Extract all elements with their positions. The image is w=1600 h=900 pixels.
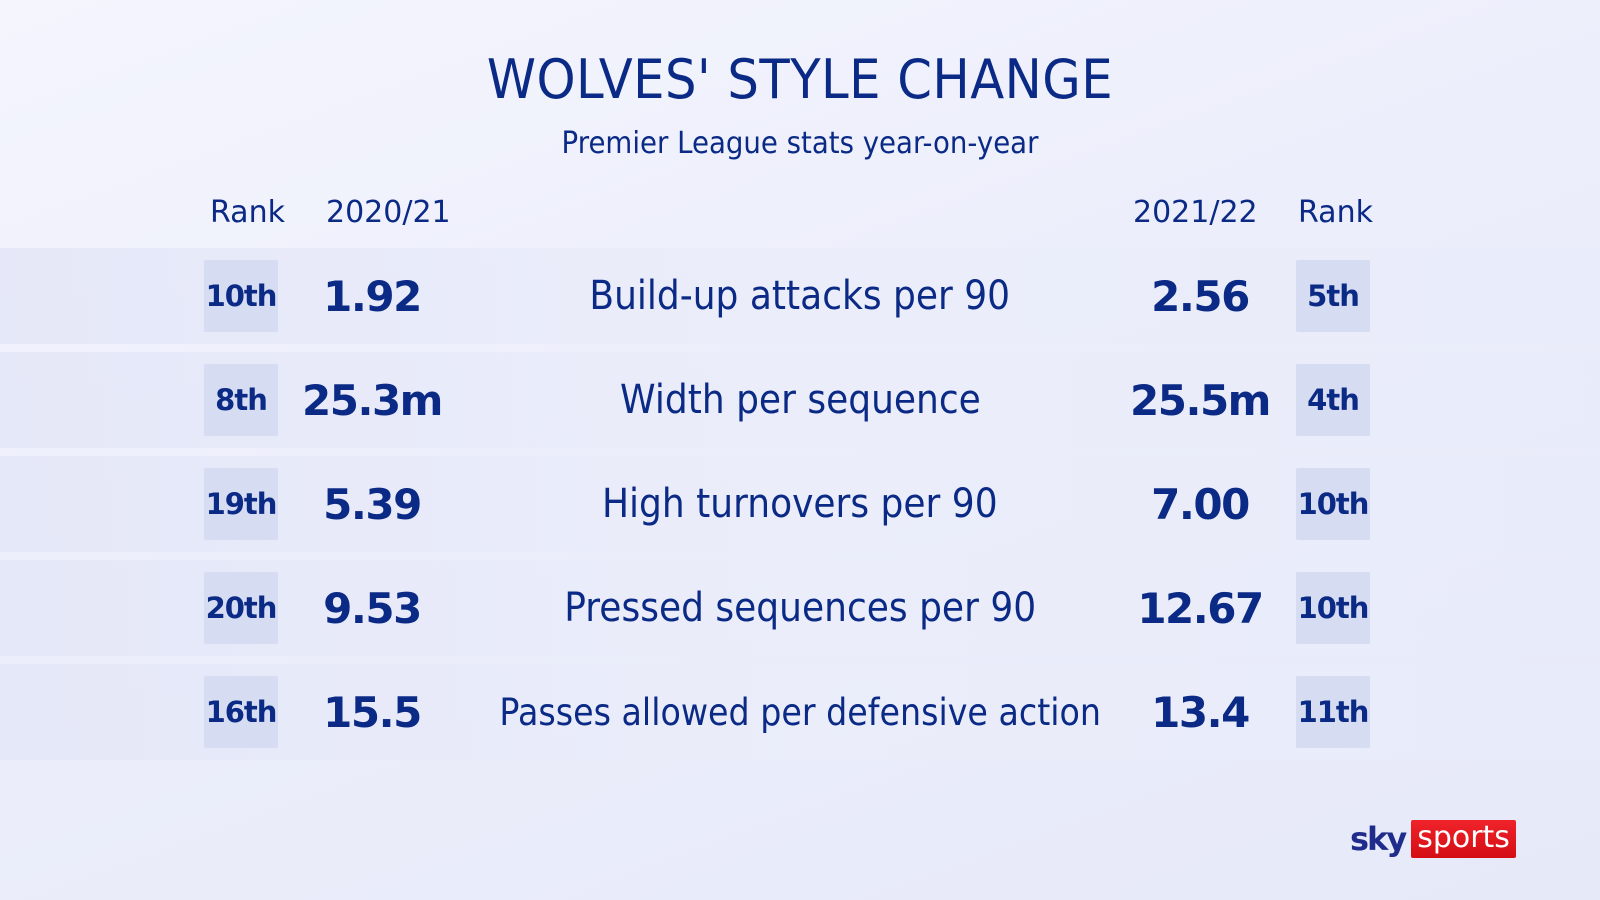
metric-label: Build-up attacks per 90 bbox=[589, 273, 1011, 319]
header-rank-2021-22: Rank bbox=[1298, 195, 1373, 230]
rank-badge-2021-22: 10th bbox=[1296, 468, 1370, 540]
table-row: 8th 25.3m Width per sequence 25.5m 4th bbox=[0, 352, 1600, 448]
metric-label: Pressed sequences per 90 bbox=[564, 585, 1036, 631]
value-2021-22: 13.4 bbox=[1151, 687, 1250, 737]
header-rank-2020-21: Rank bbox=[210, 195, 285, 230]
rank-badge-2020-21: 16th bbox=[204, 676, 278, 748]
table-row: 20th 9.53 Pressed sequences per 90 12.67… bbox=[0, 560, 1600, 656]
page-title: WOLVES' STYLE CHANGE bbox=[486, 48, 1114, 111]
header-season-2021-22: 2021/22 bbox=[1133, 195, 1258, 230]
header-season-2020-21: 2020/21 bbox=[326, 195, 451, 230]
sky-sports-logo: sky sports bbox=[1350, 820, 1516, 858]
logo-sky-text: sky bbox=[1350, 820, 1407, 858]
value-2020-21: 1.92 bbox=[323, 271, 422, 321]
logo-sports-text: sports bbox=[1411, 820, 1516, 858]
metric-label: High turnovers per 90 bbox=[602, 481, 998, 527]
rank-badge-2020-21: 10th bbox=[204, 260, 278, 332]
value-2020-21: 15.5 bbox=[323, 687, 422, 737]
rank-badge-2020-21: 20th bbox=[204, 572, 278, 644]
rank-badge-2021-22: 10th bbox=[1296, 572, 1370, 644]
rank-badge-2020-21: 19th bbox=[204, 468, 278, 540]
metric-label: Width per sequence bbox=[619, 377, 981, 423]
value-2021-22: 2.56 bbox=[1151, 271, 1250, 321]
rank-badge-2021-22: 11th bbox=[1296, 676, 1370, 748]
page-subtitle: Premier League stats year-on-year bbox=[561, 126, 1039, 161]
value-2021-22: 12.67 bbox=[1137, 583, 1264, 633]
value-2020-21: 5.39 bbox=[323, 479, 422, 529]
value-2020-21: 25.3m bbox=[302, 375, 443, 425]
table-row: 10th 1.92 Build-up attacks per 90 2.56 5… bbox=[0, 248, 1600, 344]
value-2021-22: 25.5m bbox=[1130, 375, 1271, 425]
table-row: 16th 15.5 Passes allowed per defensive a… bbox=[0, 664, 1600, 760]
rank-badge-2021-22: 5th bbox=[1296, 260, 1370, 332]
rank-badge-2021-22: 4th bbox=[1296, 364, 1370, 436]
rank-badge-2020-21: 8th bbox=[204, 364, 278, 436]
metric-label: Passes allowed per defensive action bbox=[499, 690, 1101, 734]
table-row: 19th 5.39 High turnovers per 90 7.00 10t… bbox=[0, 456, 1600, 552]
value-2020-21: 9.53 bbox=[323, 583, 422, 633]
value-2021-22: 7.00 bbox=[1151, 479, 1250, 529]
